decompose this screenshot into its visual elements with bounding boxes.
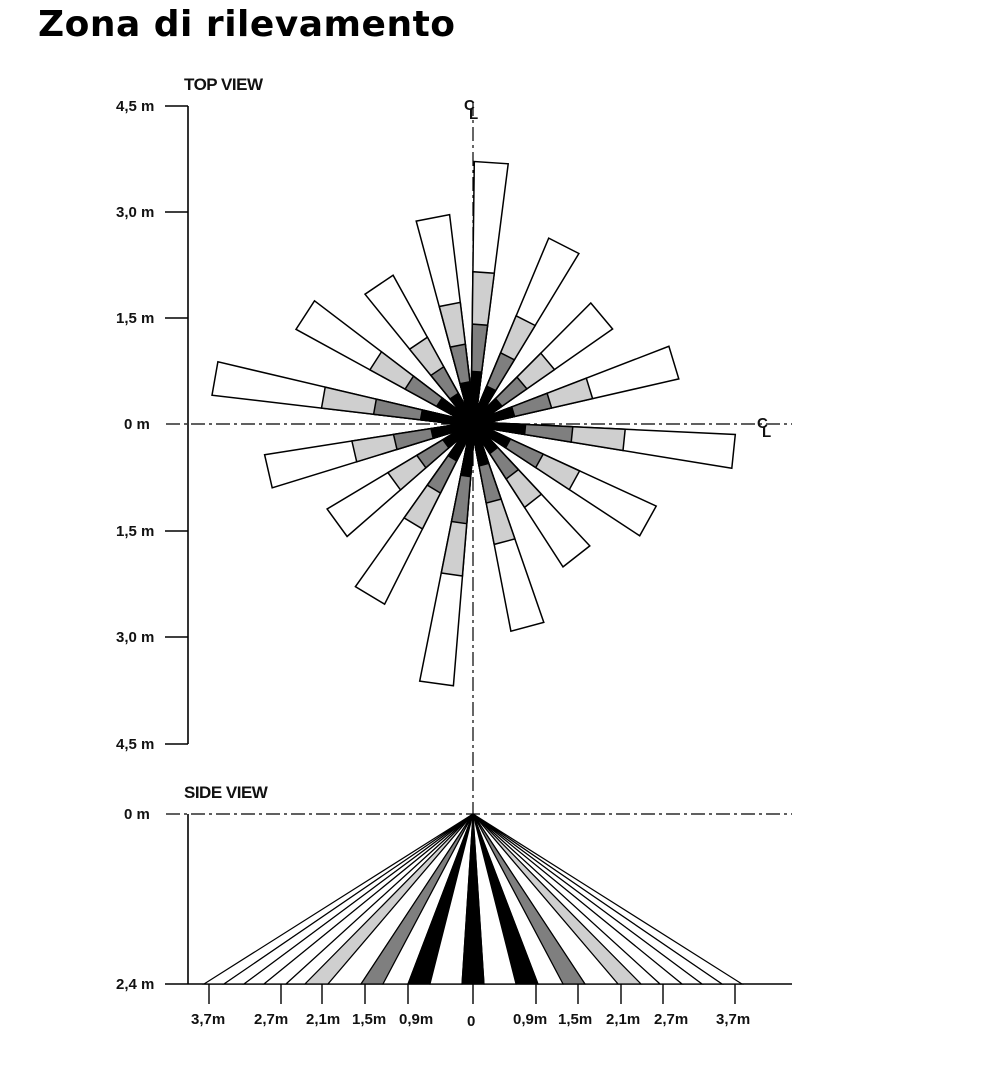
distance-label: 2,1m bbox=[606, 1011, 640, 1028]
distance-label: 2,7m bbox=[654, 1011, 688, 1028]
top-scale-label: 4,5 m bbox=[116, 736, 154, 753]
svg-text:C: C bbox=[464, 97, 475, 114]
side-view-title: SIDE VIEW bbox=[184, 783, 269, 802]
distance-label: 1,5m bbox=[352, 1011, 386, 1028]
distance-label: 0,9m bbox=[513, 1011, 547, 1028]
svg-text:L: L bbox=[469, 106, 478, 123]
distance-labels: 3,7m 2,7m 2,1m 1,5m 0,9m 0 0,9m 1,5m 2,1… bbox=[191, 1011, 750, 1030]
centerline-symbol-right: C L bbox=[757, 415, 771, 441]
side-view: SIDE VIEW 0 m 2,4 m 3,7m 2,7m 2,1m 1,5m … bbox=[116, 783, 792, 1030]
top-scale-label: 4,5 m bbox=[116, 98, 154, 115]
svg-text:L: L bbox=[762, 424, 771, 441]
distance-label: 2,7m bbox=[254, 1011, 288, 1028]
distance-label: 1,5m bbox=[558, 1011, 592, 1028]
top-view-title: TOP VIEW bbox=[184, 75, 264, 94]
top-scale-label: 1,5 m bbox=[116, 523, 154, 540]
side-view-fan bbox=[201, 813, 745, 985]
distance-label: 0,9m bbox=[399, 1011, 433, 1028]
top-scale-label: 0 m bbox=[124, 416, 150, 433]
floor-ticks bbox=[208, 984, 736, 1004]
distance-label: 0 bbox=[467, 1013, 475, 1030]
svg-text:C: C bbox=[757, 415, 768, 432]
top-scale-label: 1,5 m bbox=[116, 310, 154, 327]
distance-label: 2,1m bbox=[306, 1011, 340, 1028]
top-scale-label: 3,0 m bbox=[116, 204, 154, 221]
side-scale-label: 2,4 m bbox=[116, 976, 154, 993]
top-view: TOP VIEW 4,5 m 3,0 m 1,5 m 0 m 1,5 m 3,0… bbox=[116, 75, 792, 815]
top-scale-label: 3,0 m bbox=[116, 629, 154, 646]
top-view-scale-ticks bbox=[165, 105, 188, 745]
beam-core-zone bbox=[459, 380, 476, 426]
side-scale-label: 0 m bbox=[124, 806, 150, 823]
distance-label: 3,7m bbox=[716, 1011, 750, 1028]
distance-label: 3,7m bbox=[191, 1011, 225, 1028]
centerline-symbol-top: C L bbox=[464, 97, 478, 123]
page-title: Zona di rilevamento bbox=[38, 4, 456, 45]
detection-beams bbox=[211, 160, 737, 687]
